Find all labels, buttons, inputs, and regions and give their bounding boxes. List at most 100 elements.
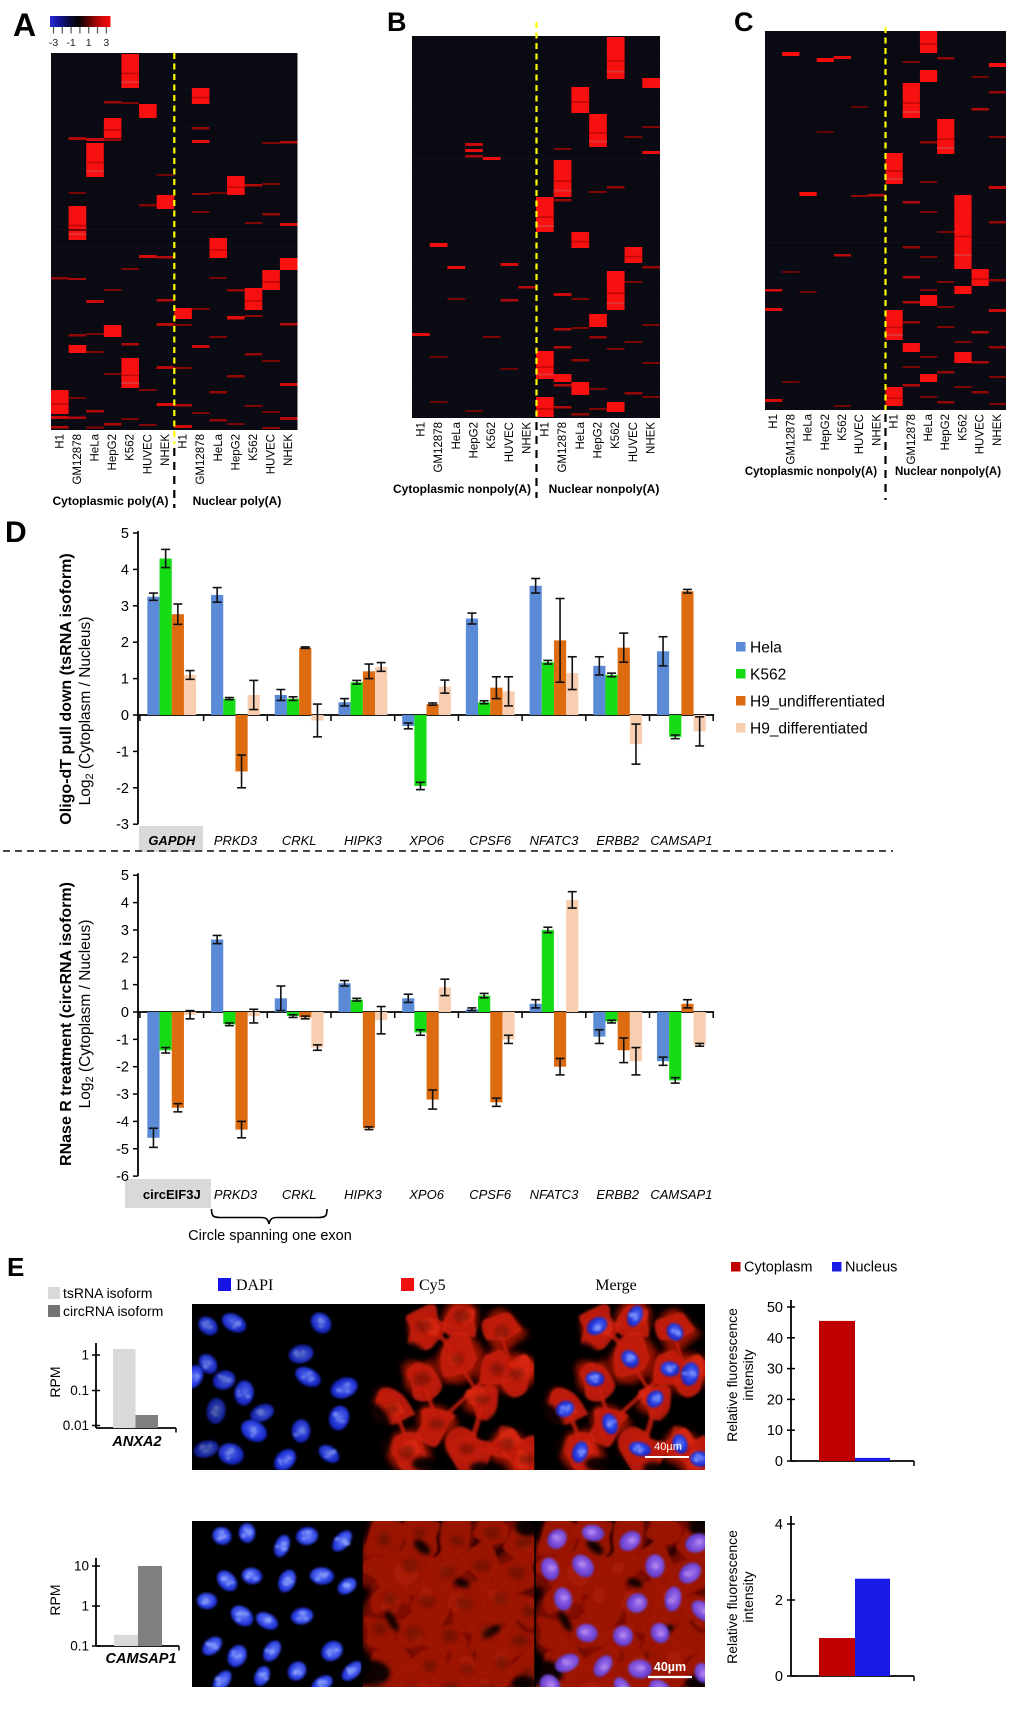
- svg-text:NHEK: NHEK: [646, 422, 658, 454]
- svg-text:40: 40: [767, 1331, 783, 1347]
- svg-text:0: 0: [775, 1669, 783, 1685]
- svg-text:Circle spanning one exon: Circle spanning one exon: [188, 1228, 352, 1244]
- svg-text:4: 4: [121, 896, 129, 912]
- svg-text:40µm: 40µm: [654, 1660, 686, 1674]
- svg-text:50: 50: [767, 1300, 783, 1316]
- svg-text:HUVEC: HUVEC: [266, 434, 278, 474]
- svg-text:PRKD3: PRKD3: [214, 1187, 258, 1202]
- svg-text:Oligo-dT pull down (tsRNA isof: Oligo-dT pull down (tsRNA isoform): [58, 553, 75, 824]
- svg-text:3: 3: [121, 923, 129, 939]
- svg-text:-2: -2: [116, 1060, 129, 1076]
- svg-text:RNase R treatment (circRNA iso: RNase R treatment (circRNA isoform): [58, 882, 75, 1166]
- svg-text:HepG2: HepG2: [940, 414, 952, 450]
- svg-text:CPSF6: CPSF6: [469, 833, 512, 848]
- svg-text:HUVEC: HUVEC: [854, 414, 866, 454]
- svg-text:HIPK3: HIPK3: [344, 1187, 382, 1202]
- svg-text:-3: -3: [116, 817, 129, 833]
- svg-text:5: 5: [121, 868, 129, 884]
- svg-text:HeLa: HeLa: [575, 421, 587, 449]
- svg-text:HeLa: HeLa: [803, 413, 815, 441]
- svg-text:HUVEC: HUVEC: [975, 414, 987, 454]
- svg-text:-1: -1: [116, 1032, 129, 1048]
- svg-text:H9_differentiated: H9_differentiated: [750, 721, 868, 738]
- svg-text:intensity: intensity: [740, 1349, 756, 1400]
- svg-text:RPM: RPM: [47, 1366, 63, 1397]
- svg-text:Relative fluorescence: Relative fluorescence: [724, 1530, 740, 1664]
- svg-text:circRNA isoform: circRNA isoform: [63, 1303, 163, 1319]
- svg-text:H9_undifferentiated: H9_undifferentiated: [750, 694, 885, 711]
- svg-text:NFATC3: NFATC3: [530, 833, 579, 848]
- svg-text:0.1: 0.1: [70, 1383, 89, 1398]
- svg-text:HepG2: HepG2: [820, 414, 832, 450]
- svg-text:CRKL: CRKL: [282, 1187, 317, 1202]
- svg-text:HUVEC: HUVEC: [504, 422, 516, 462]
- svg-text:Nucleus: Nucleus: [845, 1260, 897, 1276]
- svg-text:-1: -1: [66, 37, 75, 49]
- svg-text:-1: -1: [116, 744, 129, 760]
- svg-text:0.1: 0.1: [70, 1639, 89, 1654]
- svg-text:HIPK3: HIPK3: [344, 833, 382, 848]
- svg-text:H1: H1: [415, 422, 427, 437]
- svg-text:intensity: intensity: [740, 1571, 756, 1622]
- svg-text:XPO6: XPO6: [408, 833, 444, 848]
- svg-text:-5: -5: [116, 1142, 129, 1158]
- svg-text:HeLa: HeLa: [90, 433, 102, 461]
- svg-text:DAPI: DAPI: [236, 1277, 273, 1294]
- svg-text:2: 2: [121, 950, 129, 966]
- svg-text:1: 1: [81, 1348, 89, 1363]
- svg-text:Nuclear nonpoly(A): Nuclear nonpoly(A): [549, 482, 660, 496]
- svg-text:-6: -6: [116, 1169, 129, 1185]
- svg-text:20: 20: [767, 1392, 783, 1408]
- svg-text:-3: -3: [116, 1087, 129, 1103]
- svg-text:CPSF6: CPSF6: [469, 1187, 512, 1202]
- svg-text:NHEK: NHEK: [160, 434, 172, 466]
- svg-text:Log2 (Cytoplasm / Nucleus): Log2 (Cytoplasm / Nucleus): [77, 920, 96, 1109]
- svg-text:-3: -3: [49, 37, 58, 49]
- svg-text:ERBB2: ERBB2: [596, 833, 639, 848]
- svg-text:4: 4: [775, 1517, 783, 1533]
- svg-text:ERBB2: ERBB2: [596, 1187, 639, 1202]
- svg-text:0: 0: [775, 1454, 783, 1470]
- svg-text:CAMSAP1: CAMSAP1: [650, 833, 712, 848]
- svg-text:0: 0: [121, 708, 129, 724]
- svg-text:Nuclear poly(A): Nuclear poly(A): [193, 494, 282, 508]
- svg-text:K562: K562: [610, 422, 622, 449]
- svg-text:0.01: 0.01: [63, 1418, 89, 1433]
- svg-text:CAMSAP1: CAMSAP1: [106, 1651, 177, 1667]
- svg-text:H1: H1: [54, 434, 66, 449]
- svg-text:PRKD3: PRKD3: [214, 833, 258, 848]
- svg-text:K562: K562: [750, 667, 786, 684]
- svg-text:1: 1: [121, 672, 129, 688]
- svg-text:1: 1: [121, 978, 129, 994]
- svg-text:0: 0: [121, 1005, 129, 1021]
- svg-text:10: 10: [74, 1559, 89, 1574]
- svg-text:H1: H1: [178, 434, 190, 449]
- svg-text:GM12878: GM12878: [557, 422, 569, 473]
- svg-text:GM12878: GM12878: [433, 422, 445, 473]
- svg-text:30: 30: [767, 1362, 783, 1378]
- svg-text:H1: H1: [768, 414, 780, 429]
- svg-text:-2: -2: [116, 781, 129, 797]
- svg-text:H1: H1: [889, 414, 901, 429]
- svg-text:circEIF3J: circEIF3J: [143, 1187, 201, 1202]
- svg-text:2: 2: [775, 1593, 783, 1609]
- svg-text:HeLa: HeLa: [923, 413, 935, 441]
- svg-text:CAMSAP1: CAMSAP1: [650, 1187, 712, 1202]
- svg-text:K562: K562: [837, 414, 849, 441]
- svg-text:K562: K562: [125, 434, 137, 461]
- svg-text:H1: H1: [539, 422, 551, 437]
- svg-text:XPO6: XPO6: [408, 1187, 444, 1202]
- svg-text:ANXA2: ANXA2: [111, 1434, 161, 1450]
- svg-text:Log2 (Cytoplasm / Nucleus): Log2 (Cytoplasm / Nucleus): [77, 617, 96, 806]
- svg-text:RPM: RPM: [47, 1584, 63, 1615]
- svg-text:10: 10: [767, 1423, 783, 1439]
- svg-text:HepG2: HepG2: [593, 422, 605, 458]
- svg-text:Cytoplasm: Cytoplasm: [744, 1260, 813, 1276]
- svg-text:tsRNA isoform: tsRNA isoform: [63, 1285, 152, 1301]
- svg-text:GAPDH: GAPDH: [148, 833, 196, 848]
- svg-text:Hela: Hela: [750, 640, 782, 657]
- svg-text:40µm: 40µm: [654, 1441, 682, 1453]
- svg-text:Cytoplasmic nonpoly(A): Cytoplasmic nonpoly(A): [393, 482, 531, 496]
- svg-text:4: 4: [121, 562, 129, 578]
- svg-text:Merge: Merge: [595, 1277, 636, 1294]
